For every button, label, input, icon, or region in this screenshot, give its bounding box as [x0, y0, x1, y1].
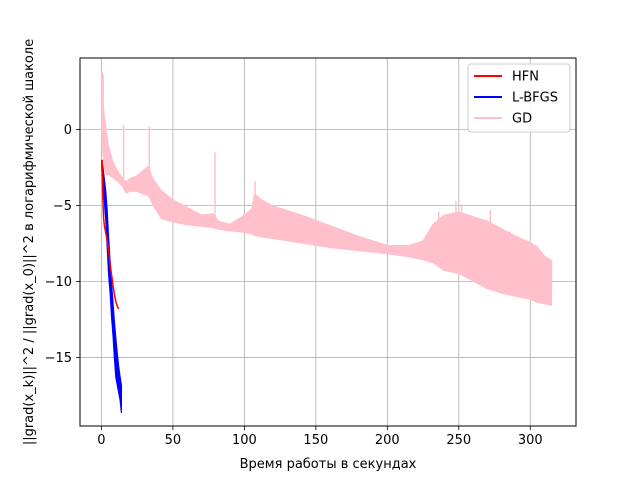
series-line-gd: [100, 73, 553, 306]
plot-data: [100, 71, 553, 414]
x-tick-label: 50: [165, 433, 182, 448]
x-tick-label: 150: [303, 433, 328, 448]
series-line-l-bfgs: [101, 159, 123, 414]
y-tick-label: 0: [64, 123, 72, 138]
legend-label-gd: GD: [512, 112, 532, 127]
x-tick-label: 200: [375, 433, 400, 448]
series-group: [100, 71, 553, 414]
y-tick-label: −5: [53, 199, 72, 214]
legend-label-l-bfgs: L-BFGS: [512, 91, 558, 106]
x-tick-label: 0: [97, 433, 105, 448]
x-tick-label: 100: [232, 433, 257, 448]
series-line-hfn: [101, 159, 120, 310]
plot-frame: [79, 57, 577, 427]
axis-ticks: 0 50 100 150 200 250 300 −15 −10 −5 0: [45, 123, 543, 448]
y-axis-label: ||grad(x_k)||^2 / ||grad(x_0)||^2 в лога…: [22, 39, 37, 445]
y-tick-label: −15: [45, 351, 72, 366]
x-tick-label: 250: [446, 433, 471, 448]
legend-label-hfn: HFN: [512, 70, 539, 85]
legend: HFN L-BFGS GD: [467, 63, 571, 133]
legend-box: [467, 63, 571, 133]
y-tick-label: −10: [45, 275, 72, 290]
x-tick-label: 300: [518, 433, 543, 448]
x-axis-label: Время работы в секундах: [240, 457, 417, 472]
